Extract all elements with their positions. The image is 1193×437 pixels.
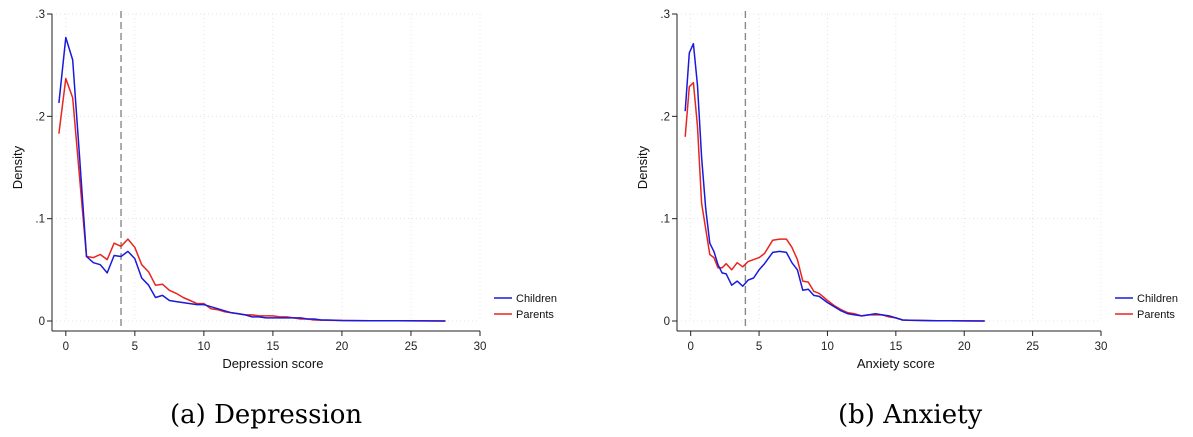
y-axis-title: Density (635, 145, 650, 189)
panel-depression: 0 5 10 15 20 25 30 0 .1 .2 .3 Depression score Densi… (10, 9, 557, 430)
series-line-parents (58, 77, 446, 322)
x-tick-label: 0 (63, 341, 69, 353)
x-axis-title: Depression score (222, 356, 323, 371)
x-tick-label: 10 (197, 341, 210, 353)
caption-anxiety: (b) Anxiety (838, 400, 982, 430)
series-line-children (58, 36, 446, 322)
legend-label-parents: Parents (1137, 309, 1175, 321)
series-line-children (684, 42, 985, 322)
x-tick-label: 30 (474, 341, 487, 353)
caption-text: Depression (214, 400, 363, 430)
series-line-parents (684, 81, 985, 322)
caption-letter: (a) (170, 400, 206, 430)
x-tick-label: 25 (1026, 341, 1039, 353)
x-tick-label: 10 (821, 341, 834, 353)
y-tick-label: .2 (660, 111, 670, 123)
x-tick-label: 15 (267, 341, 280, 353)
y-axis-title: Density (10, 145, 25, 189)
y-tick-label: .1 (660, 214, 670, 226)
x-axis-title: Anxiety score (857, 356, 935, 371)
x-tick-label: 20 (958, 341, 971, 353)
depression-density-chart: 0 5 10 15 20 25 30 0 .1 .2 .3 Depression score Densi… (10, 9, 557, 371)
anxiety-density-chart: 0 5 10 15 20 25 30 0 .1 .2 .3 Anxiety score Density C… (635, 9, 1178, 371)
y-tick-label: .3 (35, 9, 45, 21)
y-tick-label: .2 (35, 111, 45, 123)
y-tick-label: .1 (35, 214, 45, 226)
caption-depression: (a) Depression (170, 400, 362, 430)
y-tick-label: 0 (39, 316, 45, 328)
x-tick-label: 5 (756, 341, 762, 353)
legend-label-children: Children (516, 293, 557, 305)
legend-label-children: Children (1137, 293, 1178, 305)
x-tick-label: 5 (132, 341, 138, 353)
x-tick-label: 25 (405, 341, 418, 353)
y-tick-label: .3 (660, 9, 670, 21)
x-tick-label: 30 (1095, 341, 1108, 353)
legend-label-parents: Parents (516, 309, 554, 321)
x-tick-label: 15 (889, 341, 902, 353)
x-tick-label: 20 (336, 341, 349, 353)
panel-anxiety: 0 5 10 15 20 25 30 0 .1 .2 .3 Anxiety score Density C… (620, 0, 1193, 437)
x-tick-label: 0 (687, 341, 693, 353)
caption-letter: (b) (838, 400, 875, 430)
caption-text: Anxiety (883, 400, 983, 430)
y-tick-label: 0 (664, 316, 670, 328)
